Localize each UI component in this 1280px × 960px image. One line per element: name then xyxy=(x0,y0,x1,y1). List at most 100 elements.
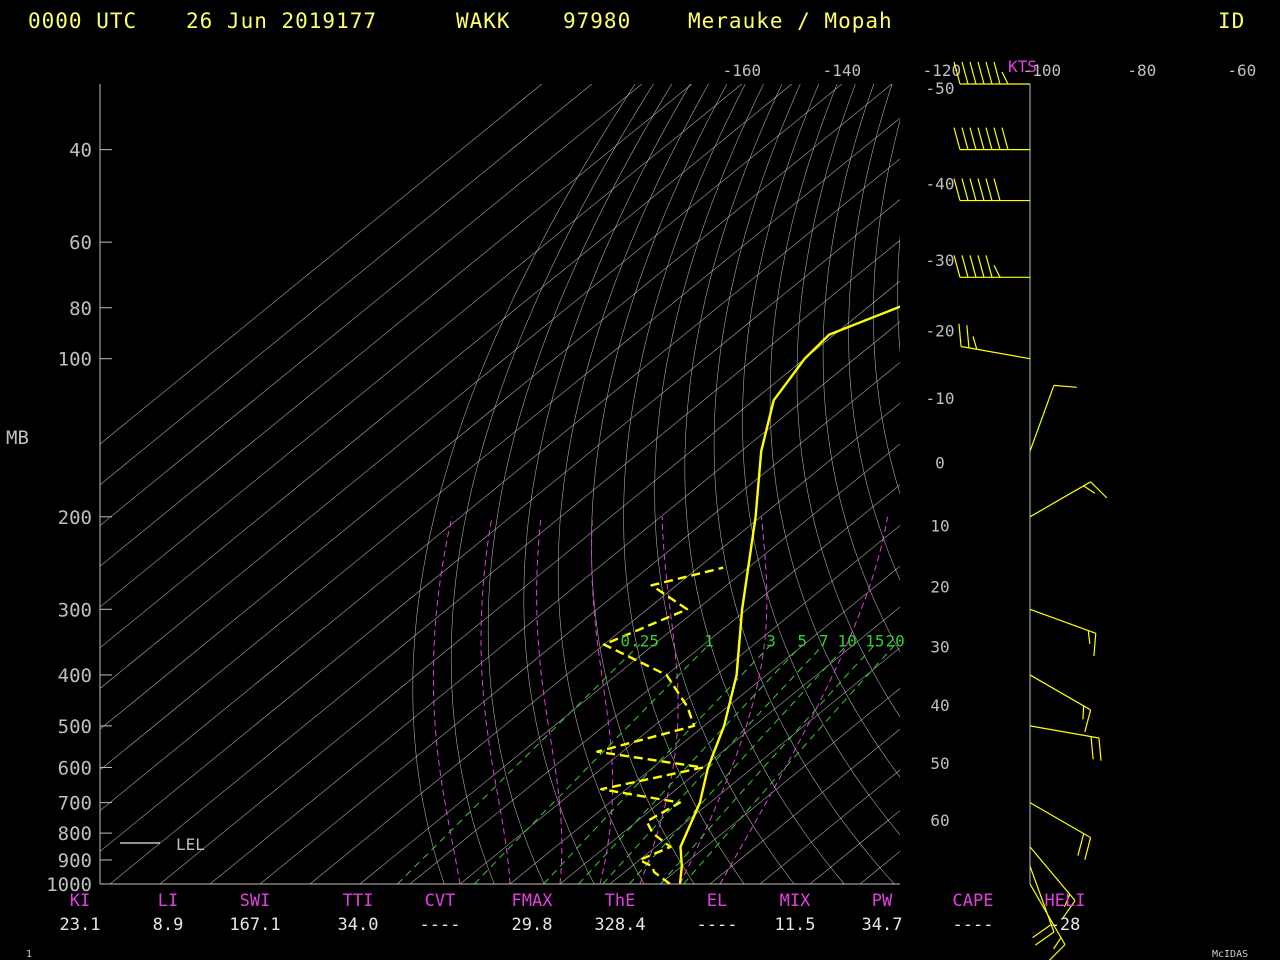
wind-barb xyxy=(1029,608,1096,634)
moist-adiabat-line xyxy=(590,516,614,884)
dry-adiabat-line xyxy=(713,84,895,884)
wind-barb xyxy=(1029,385,1055,452)
isotherm-line xyxy=(100,117,900,771)
moist-adiabat-line xyxy=(639,516,679,884)
dry-adiabat-line xyxy=(848,84,900,581)
height-tick-label: -10 xyxy=(926,389,955,408)
index-value: 8.9 xyxy=(153,915,184,935)
dry-adiabat-line xyxy=(1186,84,1280,884)
isotherm-line xyxy=(100,84,843,689)
wind-barb-flag xyxy=(993,127,1001,150)
wind-barb-flag xyxy=(1061,900,1076,920)
index-value: 34.0 xyxy=(338,915,379,935)
moist-adiabat-line xyxy=(536,516,563,884)
mixing-ratio-line xyxy=(543,644,772,884)
legend: LEL xyxy=(120,835,205,854)
wind-barb-flag xyxy=(1001,127,1009,150)
mixing-ratio-label: 3 xyxy=(766,631,776,650)
isotherm-line xyxy=(100,84,643,526)
dry-adiabat-line xyxy=(1031,84,1280,884)
wind-barb-flag xyxy=(1034,931,1055,946)
wind-barb-flag xyxy=(1063,894,1071,907)
wind-barb-flag xyxy=(969,127,977,150)
mixing-ratio-label: 15 xyxy=(865,631,884,650)
mixing-ratio-line xyxy=(660,644,876,884)
wind-barb-flag xyxy=(958,323,962,347)
dry-adiabat-line xyxy=(822,84,900,653)
index-value: ---- xyxy=(420,915,461,935)
height-tick-label: 60 xyxy=(930,811,949,830)
wind-barb-flag xyxy=(1053,384,1077,388)
mixing-ratio-line xyxy=(628,644,848,884)
dry-adiabat-line xyxy=(623,84,746,884)
height-tick-label: -20 xyxy=(926,322,955,341)
wind-units-label: KTS xyxy=(1008,57,1037,76)
pressure-tick-label: 800 xyxy=(58,823,92,845)
header-station-name: Merauke / Mopah xyxy=(688,9,893,33)
wind-barb xyxy=(960,345,1031,360)
index-name: CAPE xyxy=(953,891,994,911)
isotherm-line xyxy=(659,688,900,884)
pressure-tick-label: 700 xyxy=(58,793,92,815)
height-tick-label: 40 xyxy=(930,696,949,715)
index-name: SWI xyxy=(240,891,271,911)
wind-barb xyxy=(1029,725,1100,739)
isotherm-line xyxy=(709,728,900,884)
dry-adiabat-line xyxy=(989,84,1280,884)
index-value: 29.8 xyxy=(512,915,553,935)
mixing-ratio-line xyxy=(474,644,710,884)
temperature-tick-label: -100 xyxy=(1023,61,1062,80)
dry-adiabat-line xyxy=(412,84,636,884)
isotherm-line xyxy=(809,810,900,884)
isotherm-line xyxy=(100,199,900,852)
moist-adiabat-line xyxy=(480,516,511,884)
dry-adiabat-line xyxy=(944,84,1280,884)
wind-barb xyxy=(1029,866,1055,933)
index-name: PW xyxy=(872,891,893,911)
index-value: 11.5 xyxy=(775,915,816,935)
pressure-tick-label: 80 xyxy=(69,298,92,320)
wind-barb-flag xyxy=(1098,737,1102,761)
dry-adiabat-line xyxy=(742,84,900,836)
wind-barb-flag xyxy=(985,127,993,150)
height-tick-label: -30 xyxy=(926,251,955,270)
height-tick-label: 20 xyxy=(930,577,949,596)
isotherm-line xyxy=(409,484,900,884)
mixing-ratio-label: 20 xyxy=(886,631,905,650)
index-value: 167.1 xyxy=(229,915,280,935)
stability-indices: KI 23.1 LI 8.9 SWI 167.1 TTI 34.0 CVT ---- FMAX 29.… xyxy=(60,891,1086,935)
dry-adiabat-line xyxy=(796,84,900,718)
wind-barb-flag xyxy=(1090,736,1094,760)
pressure-tick-label: 100 xyxy=(58,349,92,371)
mixing-ratio-label: 0.25 xyxy=(621,631,660,650)
wind-barb-flag xyxy=(985,178,993,201)
isotherm-line xyxy=(309,402,900,884)
dry-adiabat-line xyxy=(487,84,673,884)
mixing-ratio-label: 10 xyxy=(838,631,857,650)
mixing-ratio-line xyxy=(397,644,641,884)
index-name: LI xyxy=(158,891,178,911)
dry-adiabat-line xyxy=(769,84,900,778)
legend-label: LEL xyxy=(176,835,205,854)
height-tick-label: 0 xyxy=(935,453,945,472)
wind-barb-flag xyxy=(985,61,993,85)
isotherm-line xyxy=(109,239,900,884)
isotherm-line xyxy=(100,84,793,649)
pressure-tick-label: 300 xyxy=(58,599,92,621)
dry-adiabat-line xyxy=(1092,84,1280,884)
y-axis-label: MB xyxy=(6,427,29,449)
wind-barb-flag xyxy=(961,178,969,201)
dry-adiabat-line xyxy=(1010,84,1280,884)
height-tick-label: -40 xyxy=(926,174,955,193)
wind-barb-flag xyxy=(977,255,985,278)
dry-adiabat-line xyxy=(873,119,900,495)
index-value: ---- xyxy=(697,915,738,935)
mixing-ratio-label: 1 xyxy=(704,631,714,650)
pressure-tick-label: 40 xyxy=(69,140,92,162)
mixing-ratio-labels: 0.25 1 3 5 7 10 15 20 xyxy=(621,631,905,650)
dry-adiabat-line xyxy=(591,84,728,884)
isotherm-line xyxy=(759,769,900,884)
wind-barb-flag xyxy=(977,178,985,201)
header-corner-label: ID xyxy=(1218,9,1245,33)
index-name: ThE xyxy=(605,891,636,911)
